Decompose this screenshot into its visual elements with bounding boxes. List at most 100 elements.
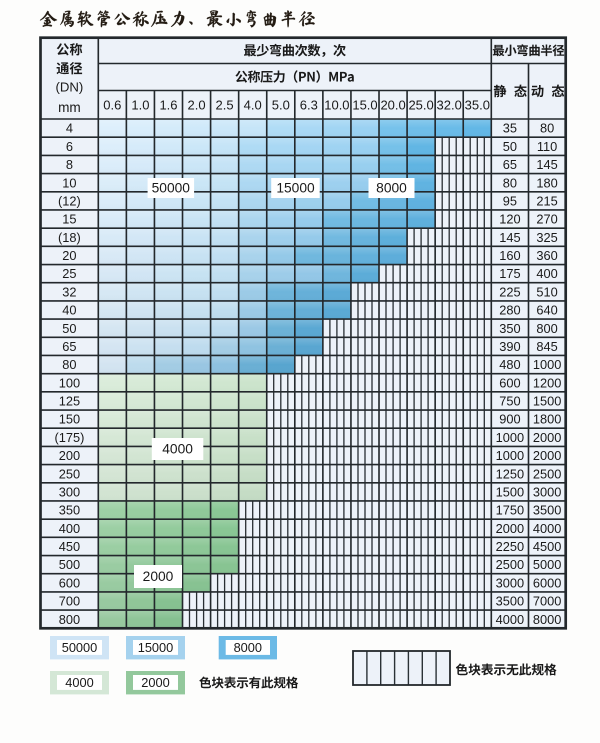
svg-text:5.0: 5.0 — [272, 97, 290, 112]
svg-text:40: 40 — [62, 303, 76, 318]
svg-text:510: 510 — [536, 284, 557, 299]
svg-text:4000: 4000 — [162, 442, 193, 457]
svg-text:20.0: 20.0 — [380, 97, 405, 112]
svg-text:1.6: 1.6 — [159, 97, 177, 112]
svg-text:4500: 4500 — [533, 539, 561, 554]
svg-text:2000: 2000 — [533, 448, 561, 463]
svg-text:800: 800 — [59, 612, 80, 627]
svg-text:300: 300 — [59, 485, 80, 500]
svg-text:145: 145 — [499, 230, 520, 245]
svg-text:35: 35 — [503, 121, 517, 136]
svg-text:280: 280 — [499, 303, 520, 318]
svg-text:2500: 2500 — [496, 557, 524, 572]
svg-text:4.0: 4.0 — [244, 97, 262, 112]
svg-text:175: 175 — [499, 266, 520, 281]
svg-text:35.0: 35.0 — [465, 97, 490, 112]
svg-text:600: 600 — [499, 375, 520, 390]
svg-text:50: 50 — [503, 139, 517, 154]
svg-text:200: 200 — [59, 448, 80, 463]
svg-text:32.0: 32.0 — [437, 97, 462, 112]
svg-text:3000: 3000 — [496, 575, 524, 590]
svg-text:2.5: 2.5 — [216, 97, 234, 112]
svg-text:800: 800 — [536, 321, 557, 336]
svg-text:25.0: 25.0 — [408, 97, 433, 112]
svg-text:1750: 1750 — [496, 503, 524, 518]
svg-text:1500: 1500 — [533, 394, 561, 409]
svg-text:1200: 1200 — [533, 375, 561, 390]
svg-text:65: 65 — [62, 339, 76, 354]
svg-text:80: 80 — [503, 175, 517, 190]
svg-text:4000: 4000 — [533, 521, 561, 536]
svg-text:4000: 4000 — [65, 675, 93, 690]
svg-text:6000: 6000 — [533, 575, 561, 590]
svg-text:160: 160 — [499, 248, 520, 263]
svg-text:450: 450 — [59, 539, 80, 554]
svg-text:3000: 3000 — [533, 485, 561, 500]
svg-text:(18): (18) — [58, 230, 81, 245]
svg-text:50000: 50000 — [152, 181, 191, 196]
svg-text:1250: 1250 — [496, 466, 524, 481]
svg-text:750: 750 — [499, 394, 520, 409]
svg-text:15.0: 15.0 — [352, 97, 377, 112]
svg-text:95: 95 — [503, 194, 517, 209]
svg-text:400: 400 — [536, 266, 557, 281]
svg-text:(175): (175) — [54, 430, 84, 445]
svg-text:900: 900 — [499, 412, 520, 427]
svg-text:1.0: 1.0 — [131, 97, 149, 112]
svg-text:2.0: 2.0 — [188, 97, 206, 112]
svg-text:500: 500 — [59, 557, 80, 572]
svg-text:8000: 8000 — [533, 612, 561, 627]
svg-text:(12): (12) — [58, 194, 81, 209]
svg-text:350: 350 — [499, 321, 520, 336]
svg-text:8000: 8000 — [376, 181, 407, 196]
svg-text:640: 640 — [536, 303, 557, 318]
svg-text:80: 80 — [62, 357, 76, 372]
svg-text:225: 225 — [499, 284, 520, 299]
svg-text:3500: 3500 — [533, 503, 561, 518]
svg-text:50000: 50000 — [62, 640, 98, 655]
svg-text:250: 250 — [59, 466, 80, 481]
svg-text:4000: 4000 — [496, 612, 524, 627]
svg-text:6.3: 6.3 — [300, 97, 318, 112]
svg-text:25: 25 — [62, 266, 76, 281]
svg-text:215: 215 — [536, 194, 557, 209]
svg-text:15000: 15000 — [276, 181, 315, 196]
svg-text:8000: 8000 — [234, 640, 262, 655]
svg-text:2250: 2250 — [496, 539, 524, 554]
svg-text:350: 350 — [59, 503, 80, 518]
svg-text:1000: 1000 — [496, 448, 524, 463]
svg-text:1000: 1000 — [496, 430, 524, 445]
svg-text:2000: 2000 — [533, 430, 561, 445]
svg-text:7000: 7000 — [533, 594, 561, 609]
svg-text:180: 180 — [536, 175, 557, 190]
svg-text:mm: mm — [58, 100, 81, 115]
svg-text:400: 400 — [59, 521, 80, 536]
svg-text:15: 15 — [62, 212, 76, 227]
svg-text:150: 150 — [59, 412, 80, 427]
svg-text:8: 8 — [66, 157, 73, 172]
svg-text:65: 65 — [503, 157, 517, 172]
svg-text:700: 700 — [59, 594, 80, 609]
svg-text:360: 360 — [536, 248, 557, 263]
svg-text:50: 50 — [62, 321, 76, 336]
svg-text:145: 145 — [536, 157, 557, 172]
svg-text:32: 32 — [62, 284, 76, 299]
svg-text:4: 4 — [66, 121, 73, 136]
svg-text:6: 6 — [66, 139, 73, 154]
svg-text:270: 270 — [536, 212, 557, 227]
svg-text:100: 100 — [59, 375, 80, 390]
svg-text:125: 125 — [59, 394, 80, 409]
svg-text:80: 80 — [540, 121, 554, 136]
svg-text:1500: 1500 — [496, 485, 524, 500]
svg-text:2000: 2000 — [143, 569, 174, 584]
svg-text:2000: 2000 — [141, 675, 169, 690]
svg-text:10: 10 — [62, 175, 76, 190]
svg-text:325: 325 — [536, 230, 557, 245]
svg-text:1000: 1000 — [533, 357, 561, 372]
svg-text:2000: 2000 — [496, 521, 524, 536]
svg-text:845: 845 — [536, 339, 557, 354]
svg-text:0.6: 0.6 — [103, 97, 121, 112]
svg-text:390: 390 — [499, 339, 520, 354]
svg-text:15000: 15000 — [138, 640, 174, 655]
svg-text:(DN): (DN) — [55, 79, 83, 94]
